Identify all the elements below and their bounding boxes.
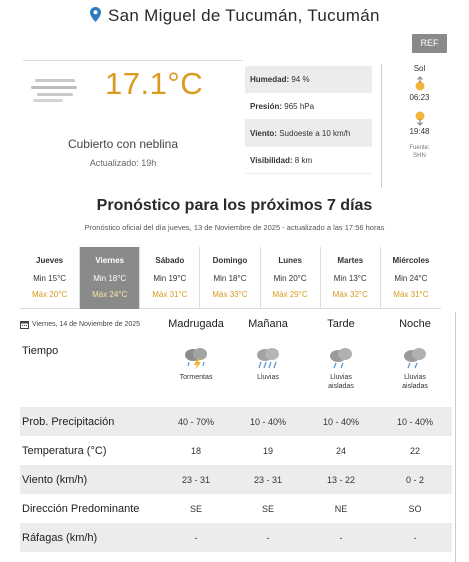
- tab-viernes[interactable]: Viernes Min 18°C Máx 24°C: [80, 247, 141, 309]
- tab-sabado[interactable]: Sábado Min 19°C Máx 31°C: [140, 247, 201, 309]
- updated-time: Actualizado: 19h: [89, 158, 157, 168]
- table-cell: -: [194, 532, 198, 543]
- sunset-time: 19:48: [409, 127, 430, 136]
- tab-lunes[interactable]: Lunes Min 20°C Máx 29°C: [261, 247, 321, 309]
- location-title: San Miguel de Tucumán, Tucumán: [108, 6, 380, 25]
- table-cell: SE: [261, 503, 274, 514]
- current-condition: Cubierto con neblina: [67, 137, 179, 151]
- row-label: Ráfagas (km/h): [22, 531, 98, 544]
- scattered-rain-icon: [404, 348, 426, 369]
- period-madrugada: Madrugada: [168, 318, 224, 330]
- sun-panel: Sol 06:23 19:48 Fuente: SHN: [392, 61, 447, 160]
- row-label: Temperatura (°C): [22, 444, 107, 457]
- current-temperature: 17.1°C: [105, 66, 204, 101]
- table-row: Dirección Predominante SE SE NE SO: [20, 494, 452, 523]
- table-row: Temperatura (°C) 18 19 24 22: [20, 436, 452, 465]
- table-row: Ráfagas (km/h) - - - -: [20, 523, 452, 552]
- tab-domingo[interactable]: Domingo Min 18°C Máx 33°C: [200, 247, 261, 309]
- sun-source: Fuente: SHN: [409, 145, 430, 159]
- table-cell: -: [266, 532, 270, 543]
- sun-title: Sol: [413, 64, 426, 73]
- location-header: San Miguel de Tucumán, Tucumán: [0, 4, 469, 30]
- table-cell: SE: [189, 503, 202, 514]
- calendar-icon: [20, 320, 29, 329]
- wind-row: Viento: Sudoeste a 10 km/h: [245, 120, 372, 147]
- divider: [381, 64, 382, 188]
- table-cell: -: [339, 532, 343, 543]
- fog-cloud-icon: [31, 79, 77, 102]
- table-cell: SO: [408, 503, 422, 514]
- table-row: Viento (km/h) 23 - 31 23 - 31 13 - 22 0 …: [20, 465, 452, 494]
- detail-table: Viernes, 14 de Noviembre de 2025 Madruga…: [20, 315, 452, 552]
- row-label: Viento (km/h): [22, 473, 88, 486]
- humidity-row: Humedad: 94 %: [245, 66, 372, 93]
- details-table: Humedad: 94 % Presión: 965 hPa Viento: S…: [245, 66, 372, 174]
- table-cell: 10 - 40%: [249, 416, 287, 427]
- table-cell: 23 - 31: [181, 474, 211, 485]
- right-border: [455, 312, 456, 562]
- row-label: Prob. Precipitación: [22, 415, 115, 428]
- table-cell: NE: [334, 503, 348, 514]
- forecast-subtitle: Pronóstico oficial del día jueves, 13 de…: [84, 223, 385, 232]
- weather-label-manana: Lluvias: [257, 374, 279, 381]
- table-cell: 40 - 70%: [177, 416, 215, 427]
- period-tarde: Tarde: [327, 318, 355, 330]
- sunrise-icon: [415, 76, 424, 91]
- period-header-row: Viernes, 14 de Noviembre de 2025 Madruga…: [20, 315, 452, 333]
- ref-button[interactable]: REF: [412, 34, 447, 53]
- table-cell: 22: [409, 445, 420, 456]
- table-cell: 23 - 31: [253, 474, 283, 485]
- table-cell: 13 - 22: [326, 474, 356, 485]
- period-noche: Noche: [399, 318, 431, 330]
- table-cell: 0 - 2: [405, 474, 424, 485]
- day-tabs: Jueves Min 15°C Máx 20°C Viernes Min 18°C Má…: [20, 247, 441, 309]
- sunrise-time: 06:23: [409, 93, 430, 102]
- table-cell: 19: [262, 445, 273, 456]
- weather-label-madrugada: Tormentas: [179, 374, 213, 381]
- pressure-row: Presión: 965 hPa: [245, 93, 372, 120]
- sunset-icon: [415, 111, 424, 126]
- table-cell: 10 - 40%: [396, 416, 434, 427]
- table-cell: -: [413, 532, 417, 543]
- rain-icon: [257, 348, 279, 369]
- period-manana: Mañana: [248, 318, 288, 330]
- location-pin-icon: [90, 7, 101, 22]
- table-cell: 10 - 40%: [322, 416, 360, 427]
- visibility-row: Visibilidad: 8 km: [245, 147, 372, 174]
- forecast-title: Pronóstico para los próximos 7 días: [96, 197, 373, 214]
- thunderstorm-icon: [185, 348, 207, 370]
- weather-label-noche: Lluvias aisladas: [402, 374, 428, 390]
- detail-date: Viernes, 14 de Noviembre de 2025: [20, 320, 160, 329]
- row-label: Dirección Predominante: [22, 502, 140, 515]
- weather-row: Tiempo Tormentas Lluvias: [20, 333, 452, 407]
- tab-miercoles[interactable]: Miércoles Min 24°C Máx 31°C: [392, 256, 430, 299]
- table-cell: 24: [335, 445, 346, 456]
- tab-jueves[interactable]: Jueves Min 15°C Máx 20°C: [20, 247, 81, 309]
- table-cell: 18: [190, 445, 201, 456]
- tab-martes[interactable]: Martes Min 13°C Máx 32°C: [321, 247, 381, 309]
- scattered-rain-icon: [330, 348, 352, 369]
- current-conditions: 17.1°C Cubierto con neblina Actualizado:…: [23, 60, 243, 185]
- table-row: Prob. Precipitación 40 - 70% 10 - 40% 10…: [20, 407, 452, 436]
- weather-label: Tiempo: [22, 345, 59, 357]
- weather-label-tarde: Lluvias aisladas: [328, 374, 354, 390]
